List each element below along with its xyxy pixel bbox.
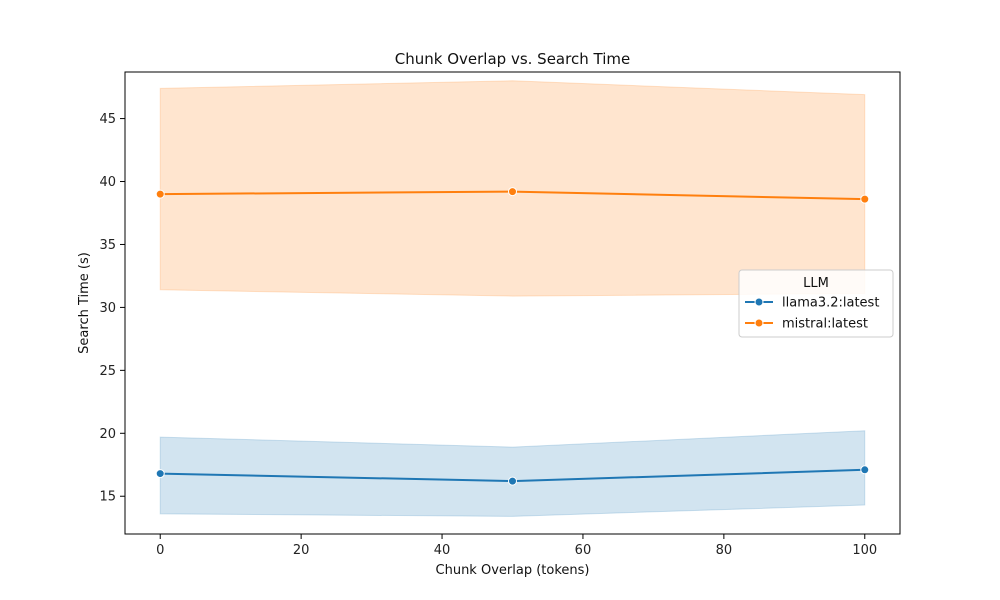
x-tick-label: 0 [156,543,164,558]
y-tick-label: 25 [99,364,116,379]
chart-title: Chunk Overlap vs. Search Time [395,50,630,68]
x-tick-label: 80 [716,543,733,558]
data-point [508,187,517,197]
legend-marker [754,318,764,328]
x-tick-label: 100 [852,543,877,558]
series-points [155,187,870,486]
y-axis-label: Search Time (s) [77,252,92,354]
data-point [860,465,870,475]
legend-box [738,269,894,338]
x-tick-label: 20 [293,543,310,558]
legend: LLM llama3.2:latest mistral:latest [738,269,894,338]
y-tick-label: 15 [99,490,116,505]
y-tick-label: 30 [99,301,116,316]
x-axis-ticks: 0 20 40 60 80 100 [156,534,877,558]
x-axis-label: Chunk Overlap (tokens) [436,563,590,578]
y-tick-label: 45 [99,112,116,127]
y-tick-label: 40 [99,175,116,190]
y-axis-ticks: 15 20 25 30 35 40 45 [99,112,125,505]
legend-entry: llama3.2:latest [782,296,879,311]
legend-marker [754,297,764,307]
data-point [860,194,870,204]
x-tick-label: 40 [434,543,451,558]
confidence-band-0 [159,430,866,517]
data-point [155,189,165,199]
confidence-bands [159,80,866,517]
data-point [508,476,517,486]
data-point [155,469,165,479]
x-tick-label: 60 [575,543,592,558]
legend-title: LLM [803,276,829,291]
y-tick-label: 20 [99,427,116,442]
y-tick-label: 35 [99,238,116,253]
plot-frame [124,71,901,535]
legend-entry: mistral:latest [782,317,868,332]
